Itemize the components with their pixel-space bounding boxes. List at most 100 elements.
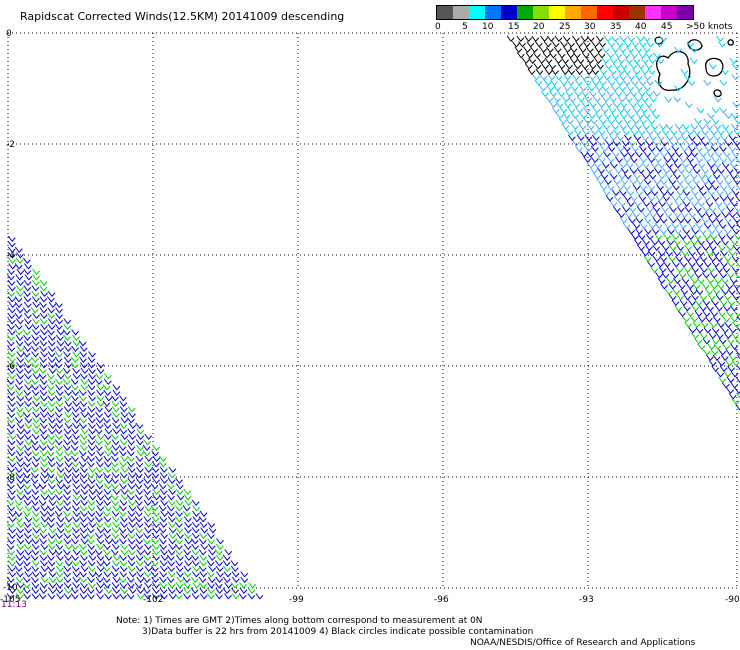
wind-barb [79,587,88,595]
wind-barb [8,356,16,364]
wind-barb [605,140,613,147]
island-outline [727,39,734,46]
wind-barb [647,118,656,125]
wind-barb [632,184,641,191]
wind-barb [103,527,112,534]
wind-barb [7,455,16,463]
wind-barb [143,516,152,523]
wind-barb [695,288,704,296]
wind-barb [112,560,120,567]
wind-barb [160,499,168,507]
wind-barb [199,554,208,562]
wind-barb [16,252,24,259]
wind-barb [23,340,32,347]
wind-barb [128,505,137,512]
wind-barb [238,593,247,600]
legend-label: 25 [559,22,571,32]
wind-barb [550,79,558,87]
wind-barb [725,167,734,175]
wind-barb [24,422,33,430]
wind-barb [647,184,656,191]
wind-barb [7,351,16,358]
wind-barb [104,554,113,562]
wind-barb [103,483,112,490]
wind-barb [231,571,240,578]
wind-barb [158,461,167,468]
wind-barb [546,35,555,43]
wind-barb [48,362,56,369]
wind-barb [654,233,663,241]
wind-barb [120,543,128,551]
wind-barb [7,246,16,254]
wind-barb [47,439,56,446]
wind-barb [55,351,63,358]
wind-barb [144,565,153,573]
wind-barb [152,587,160,595]
wind-barb [216,538,224,545]
wind-barb [530,46,539,54]
wind-barb [24,417,33,424]
wind-barb [718,41,726,48]
wind-barb [15,257,24,265]
wind-barb [71,329,80,336]
wind-barb [31,571,40,578]
wind-barb [111,417,120,424]
wind-barb [592,96,601,103]
wind-barb [182,505,191,512]
wind-barb [521,57,530,65]
wind-barb [70,444,79,452]
wind-barb [15,406,24,413]
wind-barb [80,499,88,507]
wind-barb [638,41,647,48]
wind-barb [641,250,649,257]
wind-barb [48,582,57,589]
wind-barb [159,472,168,479]
wind-barb [95,417,104,424]
wind-barb [627,151,635,158]
wind-barb [143,560,152,567]
wind-barb [650,162,659,169]
wind-barb [71,466,80,474]
wind-barb [697,316,706,323]
wind-barb [635,189,643,197]
wind-barb [39,285,48,292]
wind-barb [55,455,64,463]
wind-barb [659,178,668,186]
wind-barb [208,549,216,556]
wind-barb [551,41,560,48]
wind-barb [595,112,603,120]
wind-barb [625,162,634,169]
wind-barb [166,483,175,490]
wind-barb [722,266,731,274]
legend-label: 10 [482,22,494,32]
wind-barb [705,123,714,131]
wind-barb [711,299,719,307]
wind-barb [95,411,103,419]
wind-barb [687,222,696,230]
wind-barb [712,354,721,362]
wind-barb [551,107,560,114]
wind-barb [166,554,175,562]
wind-barb [120,549,129,556]
wind-barb [679,156,687,164]
wind-barb [581,101,590,109]
wind-barb [652,255,661,263]
island-outline [713,89,722,98]
wind-barb [575,118,584,125]
wind-barb [664,96,672,103]
wind-barb [119,521,128,529]
wind-barb [112,505,121,512]
wind-barb [731,63,740,70]
wind-barb [702,233,711,241]
legend-swatch [533,6,549,19]
wind-barb [609,96,617,103]
wind-barb [729,57,738,65]
wind-barb [714,228,723,235]
wind-barb [191,571,200,578]
wind-barb [703,118,712,125]
wind-barb [168,466,177,474]
wind-barb [119,593,128,600]
wind-barb [696,107,705,114]
wind-barb [62,444,71,452]
wind-barb [87,406,96,413]
